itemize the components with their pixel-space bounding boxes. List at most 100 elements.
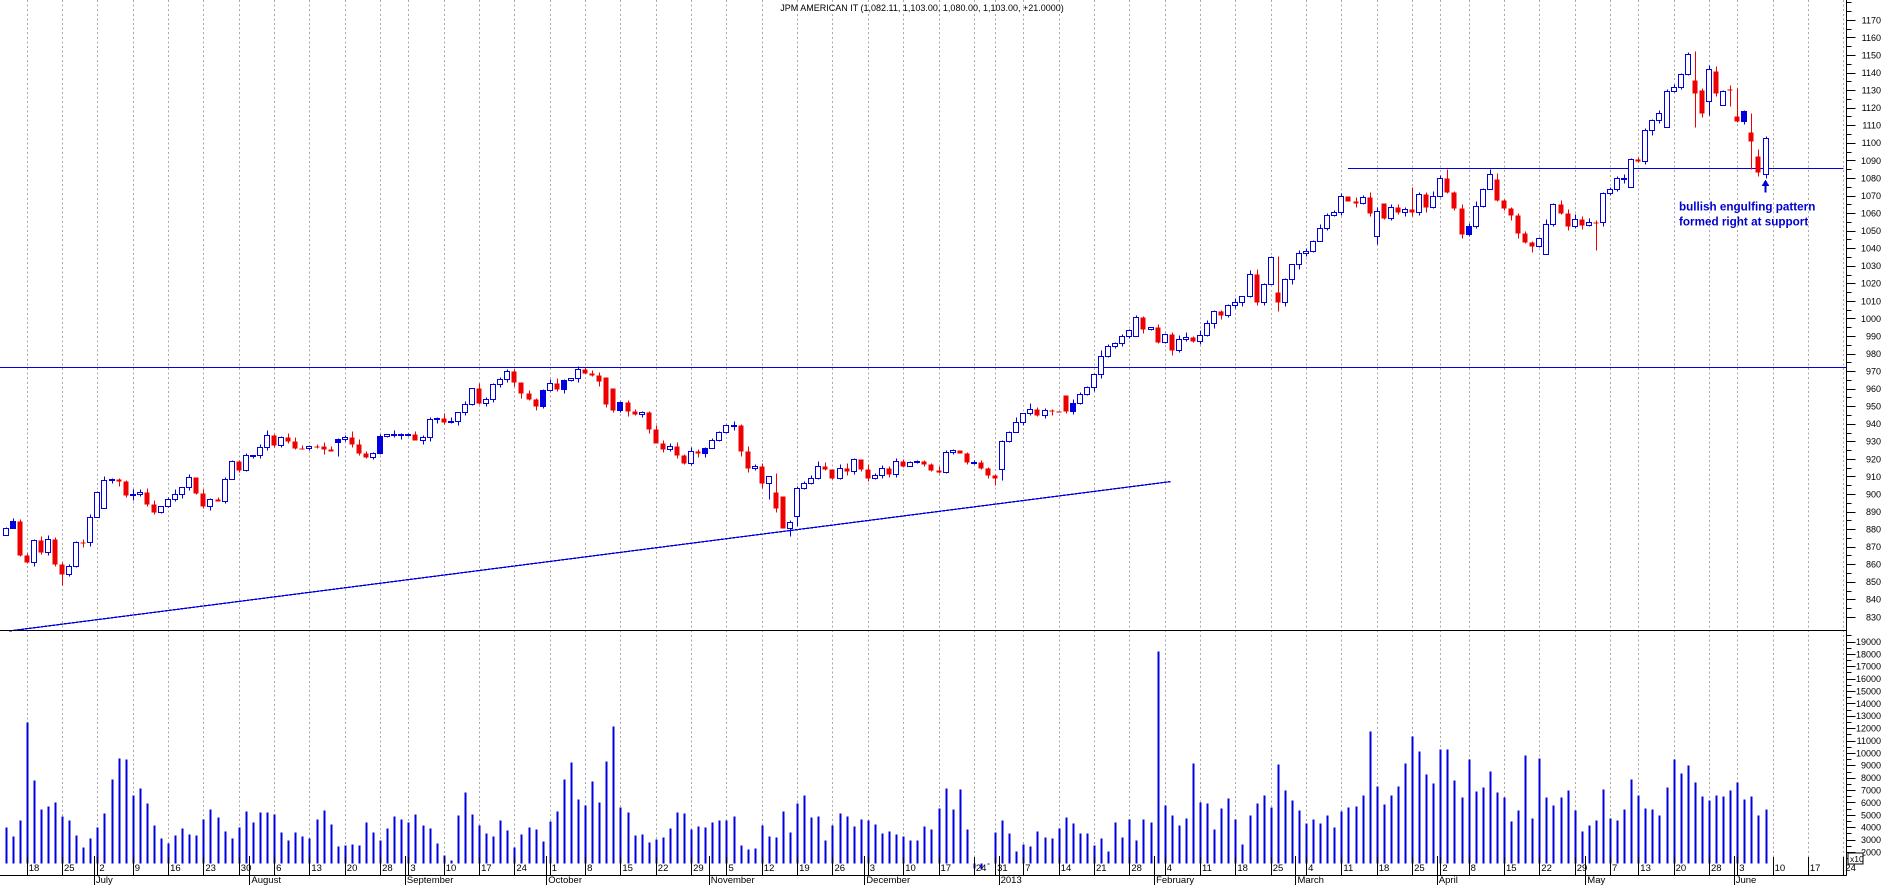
svg-text:30: 30	[241, 863, 252, 874]
svg-text:18: 18	[1237, 863, 1248, 874]
svg-text:15: 15	[1506, 863, 1517, 874]
svg-text:1150: 1150	[1862, 50, 1881, 60]
svg-text:29: 29	[1577, 863, 1588, 874]
svg-text:13: 13	[311, 863, 322, 874]
svg-text:April: April	[1439, 875, 1458, 885]
svg-text:28: 28	[1711, 863, 1722, 874]
svg-text:May: May	[1587, 875, 1605, 885]
svg-text:900: 900	[1866, 489, 1881, 499]
svg-text:1120: 1120	[1862, 103, 1881, 113]
svg-text:17: 17	[941, 863, 952, 874]
svg-text:13: 13	[1640, 863, 1651, 874]
svg-text:13000: 13000	[1856, 711, 1881, 721]
svg-text:17: 17	[1810, 863, 1821, 874]
svg-text:980: 980	[1866, 349, 1881, 359]
svg-text:17000: 17000	[1856, 662, 1881, 672]
svg-text:10000: 10000	[1856, 748, 1881, 758]
svg-text:28: 28	[382, 863, 393, 874]
svg-text:24: 24	[516, 863, 527, 874]
svg-text:15000: 15000	[1856, 686, 1881, 696]
svg-text:9000: 9000	[1861, 761, 1881, 771]
svg-text:1040: 1040	[1861, 244, 1881, 254]
svg-text:19: 19	[799, 863, 810, 874]
svg-text:6: 6	[276, 863, 281, 874]
svg-text:formed right at support: formed right at support	[1679, 216, 1808, 229]
svg-text:14000: 14000	[1856, 699, 1881, 709]
svg-text:860: 860	[1866, 560, 1881, 570]
svg-text:960: 960	[1866, 384, 1881, 394]
svg-text:16000: 16000	[1856, 674, 1881, 684]
svg-text:December: December	[866, 875, 910, 885]
svg-text:1170: 1170	[1862, 15, 1881, 25]
svg-text:2: 2	[1442, 863, 1447, 874]
svg-text:February: February	[1156, 875, 1194, 885]
svg-text:bullish engulfing pattern: bullish engulfing pattern	[1679, 201, 1815, 214]
svg-text:8: 8	[587, 863, 592, 874]
svg-text:1140: 1140	[1862, 68, 1881, 78]
svg-text:17: 17	[481, 863, 492, 874]
svg-text:8000: 8000	[1861, 773, 1881, 783]
svg-text:1060: 1060	[1861, 209, 1881, 219]
svg-text:22: 22	[1541, 863, 1552, 874]
svg-text:3: 3	[410, 863, 415, 874]
svg-text:970: 970	[1866, 367, 1881, 377]
svg-text:990: 990	[1866, 331, 1881, 341]
svg-text:1030: 1030	[1861, 261, 1881, 271]
svg-text:6000: 6000	[1861, 798, 1881, 808]
svg-text:840: 840	[1866, 595, 1881, 605]
svg-text:21: 21	[1096, 863, 1107, 874]
svg-text:25: 25	[1273, 863, 1284, 874]
svg-text:880: 880	[1866, 525, 1881, 535]
svg-text:18: 18	[29, 863, 40, 874]
svg-text:11: 11	[1343, 863, 1353, 874]
svg-text:1000: 1000	[1861, 314, 1881, 324]
svg-text:14: 14	[1061, 863, 1072, 874]
svg-text:3: 3	[1739, 863, 1744, 874]
svg-text:1050: 1050	[1861, 226, 1881, 236]
svg-text:31: 31	[997, 863, 1008, 874]
svg-text:1110: 1110	[1862, 121, 1881, 131]
svg-text:10: 10	[446, 863, 457, 874]
svg-text:June: June	[1736, 875, 1757, 885]
svg-text:870: 870	[1866, 542, 1881, 552]
svg-text:18: 18	[1379, 863, 1390, 874]
svg-text:15: 15	[622, 863, 633, 874]
svg-text:11000: 11000	[1857, 736, 1881, 746]
svg-text:5: 5	[729, 863, 734, 874]
svg-text:4: 4	[1167, 863, 1172, 874]
svg-text:850: 850	[1866, 577, 1881, 587]
svg-text:29: 29	[693, 863, 704, 874]
svg-text:20: 20	[347, 863, 358, 874]
svg-text:March: March	[1298, 875, 1324, 885]
svg-text:1100: 1100	[1862, 138, 1881, 148]
svg-text:16: 16	[170, 863, 181, 874]
svg-text:1010: 1010	[1861, 296, 1881, 306]
svg-text:1070: 1070	[1861, 191, 1881, 201]
svg-text:890: 890	[1866, 507, 1881, 517]
svg-text:26: 26	[835, 863, 846, 874]
svg-text:940: 940	[1866, 419, 1881, 429]
svg-text:24: 24	[976, 863, 987, 874]
svg-text:4: 4	[1308, 863, 1313, 874]
svg-text:25: 25	[1414, 863, 1425, 874]
svg-text:8: 8	[1471, 863, 1476, 874]
svg-text:930: 930	[1866, 437, 1881, 447]
svg-text:2: 2	[99, 863, 104, 874]
svg-text:August: August	[251, 875, 281, 885]
svg-text:20: 20	[1676, 863, 1687, 874]
svg-text:23: 23	[205, 863, 216, 874]
svg-text:1130: 1130	[1862, 86, 1881, 96]
svg-text:11: 11	[1202, 863, 1212, 874]
svg-text:September: September	[407, 875, 453, 885]
svg-text:7000: 7000	[1861, 786, 1881, 796]
svg-text:3: 3	[870, 863, 875, 874]
svg-text:x10: x10	[1850, 854, 1864, 864]
svg-text:12: 12	[764, 863, 775, 874]
svg-text:28: 28	[1131, 863, 1142, 874]
svg-text:910: 910	[1866, 472, 1881, 482]
svg-text:7: 7	[1025, 863, 1030, 874]
svg-text:25: 25	[64, 863, 75, 874]
svg-text:18000: 18000	[1856, 649, 1881, 659]
svg-text:22: 22	[658, 863, 669, 874]
svg-text:1080: 1080	[1861, 173, 1881, 183]
